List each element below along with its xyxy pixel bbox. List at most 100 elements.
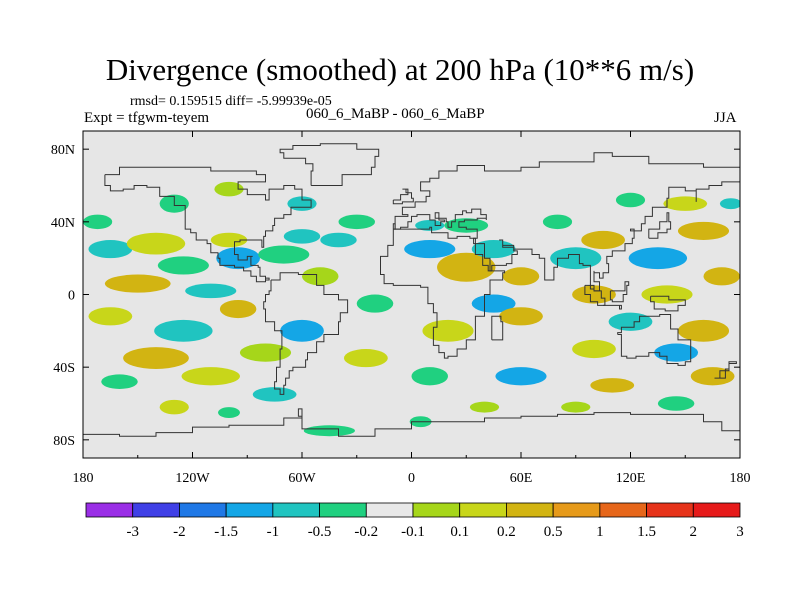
divergence-contour [210,232,248,248]
divergence-contour [356,294,394,313]
divergence-contour [615,192,646,208]
x-tick-label: 120W [175,471,210,486]
colorbar-label: 3 [736,524,744,540]
divergence-contour [157,256,209,275]
colorbar-swatch [459,502,507,518]
divergence-contour [502,267,540,286]
colorbar-swatch [85,502,134,518]
divergence-contour [214,181,244,197]
x-tick-label: 180 [73,471,94,486]
colorbar-label: -0.1 [401,524,425,540]
colorbar-label: 0.1 [450,524,469,540]
divergence-contour [88,307,133,326]
colorbar-label: -3 [126,524,139,540]
coastline [83,408,740,437]
divergence-contour [663,196,708,211]
colorbar-label: -0.5 [308,524,332,540]
divergence-contour [677,319,730,342]
divergence-contour [499,307,543,326]
colorbar-label: -0.2 [354,524,378,540]
stats-line: rmsd= 0.159515 diff= -5.99939e-05 [130,94,332,109]
colorbar-label: 0.5 [544,524,563,540]
divergence-contour [159,399,189,415]
divergence-contour [280,319,324,342]
experiment-name: 060_6_MaBP - 060_6_MaBP [306,106,485,122]
divergence-contour [239,343,292,362]
divergence-contour [654,343,699,362]
divergence-contour [703,267,740,286]
divergence-contour [590,378,635,393]
divergence-contour [628,247,688,270]
divergence-contour [104,274,171,293]
divergence-contour [608,312,653,331]
divergence-contour [219,299,257,319]
divergence-contour [550,247,602,270]
coastline [104,166,312,283]
colorbar-swatch [272,502,320,518]
divergence-contour [495,367,547,386]
divergence-contour [581,230,626,250]
y-tick-label: 80S [53,434,75,449]
colorbar-label: 0.2 [497,524,516,540]
coastline [609,281,630,303]
x-tick-label: 0 [408,471,415,486]
coastline [279,143,380,186]
colorbar-swatch [646,502,694,518]
y-tick-label: 40S [53,361,75,376]
divergence-contour [561,401,591,413]
colorbar-label: -1.5 [214,524,238,540]
colorbar-swatch [692,502,741,518]
divergence-contour [437,252,496,282]
divergence-contour [338,214,375,230]
divergence-contour [252,387,297,402]
colorbar-swatch [506,502,554,518]
divergence-contour [303,425,355,437]
season-label: JJA [714,110,737,126]
colorbar-swatch [225,502,274,518]
divergence-contour [123,347,189,369]
coastline [603,304,622,310]
colorbar-label: 1 [596,524,604,540]
colorbar-label: 1.5 [637,524,656,540]
coastline [617,314,692,366]
divergence-contour [88,240,133,259]
divergence-contour [572,339,616,359]
coastline [392,188,414,205]
colorbar-label: 2 [690,524,698,540]
colorbar-label: -2 [173,524,186,540]
divergence-contour [181,367,240,386]
coastline [393,152,740,230]
y-tick-label: 0 [68,289,75,304]
divergence-contour [422,319,474,342]
divergence-contour [415,220,445,231]
divergence-contour [641,285,693,304]
divergence-contour [471,240,516,259]
divergence-contour [283,229,321,244]
y-tick-label: 40N [51,216,75,231]
expt-line: Expt = tfgwm-teyem [84,110,210,126]
colorbar-swatch [365,502,414,518]
x-tick-label: 60E [510,471,533,486]
chart-title: Divergence (smoothed) at 200 hPa (10**6 … [105,52,695,87]
coastline [650,295,686,312]
divergence-contour [101,374,138,389]
coastline [491,315,504,341]
divergence-contour [343,349,388,368]
divergence-contour [677,221,730,241]
colorbar-label: -1 [267,524,280,540]
divergence-contour [471,294,516,313]
x-tick-label: 120E [616,471,646,486]
divergence-contour [411,367,448,386]
divergence-contour [126,232,186,255]
x-tick-label: 60W [288,471,316,486]
divergence-contour [719,198,740,210]
colorbar-swatch [412,502,461,518]
divergence-contour [690,367,735,386]
divergence-contour [469,401,500,413]
divergence-contour [404,240,456,259]
divergence-contour [302,267,339,286]
colorbar-swatch [319,502,367,518]
colorbar-swatch [132,502,180,518]
coastline [648,212,672,239]
